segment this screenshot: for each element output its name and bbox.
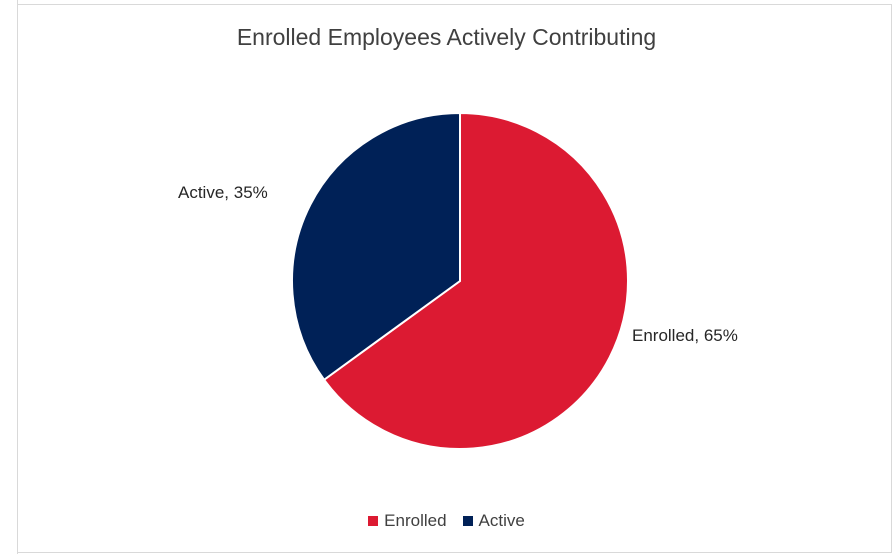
legend-item-enrolled[interactable]: Enrolled [368,511,447,531]
legend-swatch-enrolled [368,516,379,526]
legend-label-enrolled: Enrolled [384,511,447,530]
chart-title: Enrolled Employees Actively Contributing [236,24,657,50]
pie-slice-enrolled[interactable] [322,111,629,450]
legend-swatch-active [462,516,473,526]
legend-item-active[interactable]: Active [462,511,525,531]
legend-label-active: Active [478,511,525,530]
chart-legend: Enrolled Active [0,511,893,531]
pie-slice-active[interactable] [291,111,461,382]
data-label-active: Active, 35% [178,183,268,202]
data-label-enrolled: Enrolled, 65% [632,326,738,345]
